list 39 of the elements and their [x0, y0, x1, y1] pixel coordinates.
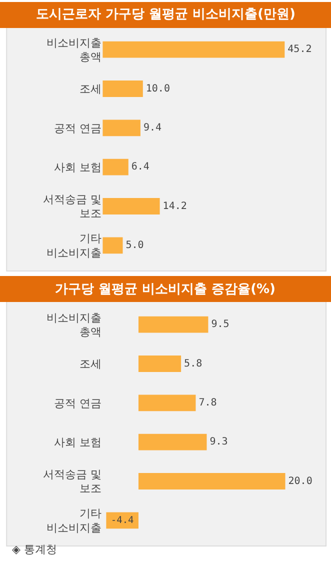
bar — [102, 41, 285, 58]
data-label: 10.0 — [146, 83, 170, 94]
text: ◈ 통계청 — [12, 543, 57, 556]
bar — [102, 237, 123, 254]
bar — [138, 356, 182, 372]
bar — [102, 80, 143, 97]
y-tick-label: 기타 비소비지출 — [46, 232, 102, 260]
data-label: 9.5 — [211, 319, 230, 330]
y-tick-label: 서적송금 및 보조 — [43, 192, 102, 220]
bar — [102, 120, 140, 136]
bar — [106, 512, 138, 529]
y-tick-label: 공적 연금 — [54, 122, 102, 135]
data-label: 45.2 — [288, 44, 312, 56]
data-label: 20.0 — [288, 476, 312, 487]
data-label: -4.4 — [110, 514, 134, 526]
y-tick-label: 조세 — [80, 82, 102, 96]
y-tick-label: 서적송금 및 보조 — [43, 468, 102, 496]
bar — [138, 434, 207, 450]
data-label: 5.8 — [184, 358, 202, 370]
bar — [102, 198, 160, 214]
bar — [138, 473, 286, 490]
y-tick-label: 공적 연금 — [54, 396, 102, 410]
y-tick-label: 사회 보험 — [54, 160, 102, 174]
y-tick-label: 비소비지출 총액 — [46, 311, 102, 339]
chart-title: 가구당 월평균 비소비지출 증감율(%) — [55, 282, 276, 297]
data-label: 14.2 — [162, 200, 187, 212]
data-label: 7.8 — [198, 397, 217, 408]
bar — [102, 158, 128, 176]
y-tick-label: 조세 — [80, 358, 102, 371]
bar — [138, 394, 196, 412]
data-label: 6.4 — [131, 162, 150, 173]
chart-title: 도시근로자 가구당 월평균 비소비지출(만원) — [36, 7, 296, 22]
y-tick-label: 사회 보험 — [54, 436, 102, 449]
data-label: 5.0 — [126, 240, 144, 251]
bar — [138, 316, 208, 333]
data-label: 9.4 — [143, 122, 162, 134]
y-tick-label: 기타 비소비지출 — [46, 507, 102, 534]
y-tick-label: 비소비지출 총액 — [46, 36, 102, 64]
data-label: 9.3 — [210, 436, 228, 448]
